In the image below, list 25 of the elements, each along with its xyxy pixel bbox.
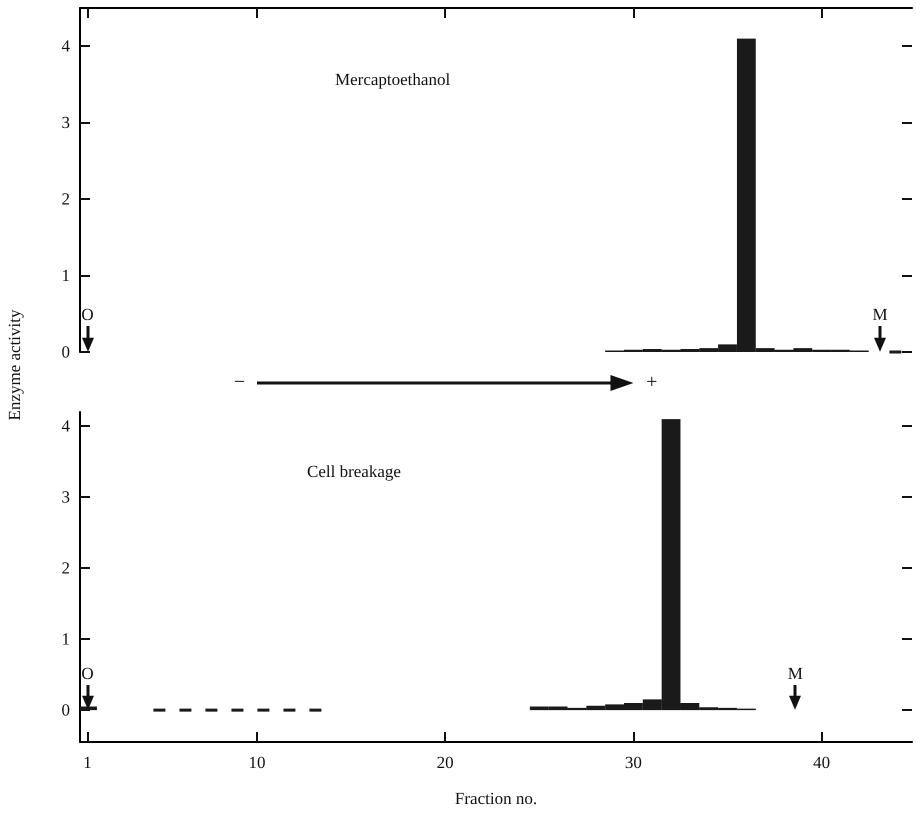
- x-tick-label: 1: [83, 753, 92, 772]
- y-tick-label: 0: [62, 342, 70, 362]
- ref-line-label: M: [872, 305, 888, 324]
- x-tick-label: 30: [624, 753, 642, 772]
- y-tick-label: 2: [62, 190, 70, 209]
- x-tick-label: 40: [813, 753, 830, 772]
- y-tick-label: 1: [62, 266, 70, 286]
- text: Mercaptoethanol: [335, 70, 450, 89]
- y-tick-label: 2: [62, 558, 70, 578]
- y-tick-label: 3: [62, 113, 70, 132]
- y-tick-label: 1: [62, 630, 70, 649]
- y-tick-label: 3: [62, 488, 70, 507]
- y-tick-label: 4: [62, 36, 70, 56]
- text: Cell breakage: [307, 462, 401, 481]
- ref-line-label: M: [788, 664, 803, 684]
- x-tick-label: 10: [248, 753, 266, 772]
- y-tick-label: 4: [62, 416, 70, 436]
- text: −: [234, 371, 246, 393]
- y-axis-title: Enzyme activity: [5, 308, 25, 422]
- ref-line-label: O: [81, 664, 94, 684]
- x-axis-title: Fraction no.: [454, 789, 538, 808]
- y-tick-label: 0: [62, 700, 70, 720]
- x-tick-label: 20: [436, 753, 454, 772]
- ref-line-label: O: [81, 305, 94, 324]
- text: +: [646, 371, 658, 393]
